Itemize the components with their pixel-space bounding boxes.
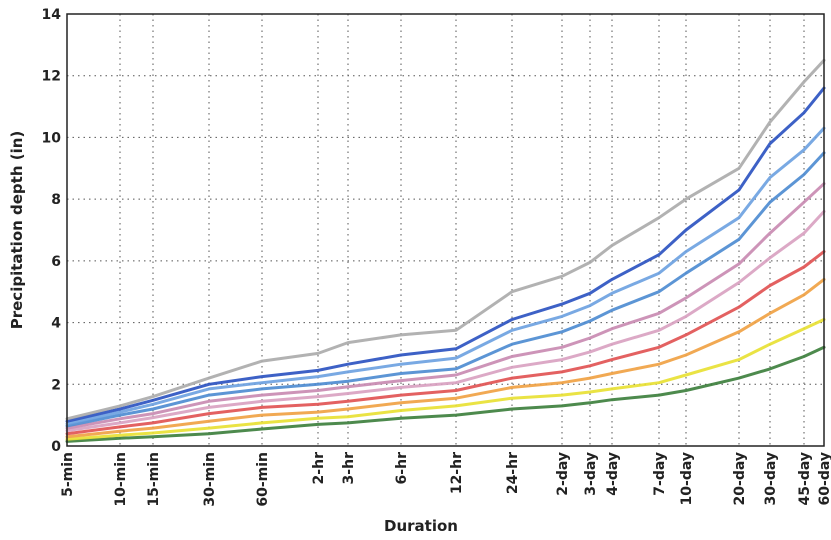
x-tick-label: 3-hr (341, 452, 357, 485)
x-tick-label: 4-day (605, 452, 621, 496)
x-tick-label: 10-min (113, 452, 129, 507)
series-line-6 (65, 182, 826, 430)
x-tick-label: 24-hr (505, 452, 521, 494)
series-line-3 (65, 277, 826, 439)
x-tick-label: 12-hr (449, 452, 465, 494)
x-tick-label: 60-day (817, 452, 831, 505)
x-tick-label: 30-day (763, 452, 779, 505)
x-tick-label: 15-min (146, 452, 162, 507)
series-line-5 (65, 210, 826, 433)
series-line-10 (65, 58, 826, 421)
x-axis-label: Duration (384, 517, 458, 535)
series-line-9 (65, 86, 826, 423)
series-line-4 (65, 250, 826, 436)
x-tick-label: 2-day (555, 452, 571, 496)
x-tick-label: 10-day (679, 452, 695, 505)
x-tick-label: 5-min (60, 452, 76, 497)
y-tick-label: 6 (51, 254, 61, 270)
y-tick-label: 8 (51, 192, 61, 208)
x-tick-label: 60-min (255, 452, 271, 507)
series-line-2 (65, 318, 826, 441)
x-axis-ticks: 5-min 10-min 15-min 30-min 60-min 2-hr 3-hr 6-h… (60, 452, 831, 507)
x-tick-label: 45-day (797, 452, 813, 505)
x-tick-label: 3-day (583, 452, 599, 496)
grid (67, 14, 824, 446)
y-tick-label: 2 (51, 377, 61, 393)
x-tick-label: 2-hr (311, 452, 327, 485)
y-tick-label: 10 (42, 130, 62, 146)
plot-frame (66, 13, 825, 447)
y-tick-label: 0 (51, 439, 61, 455)
x-tick-label: 7-day (652, 452, 668, 496)
y-tick-label: 4 (51, 316, 61, 332)
y-tick-label: 14 (42, 7, 62, 23)
series-layer (65, 58, 826, 443)
y-axis-label: Precipitation depth (in) (8, 131, 26, 330)
x-tick-label: 6-hr (394, 452, 410, 485)
x-tick-label: 30-min (202, 452, 218, 507)
y-axis-ticks: 0 2 4 6 8 10 12 14 (42, 7, 62, 455)
series-line-8 (65, 126, 826, 426)
x-tick-label: 20-day (732, 452, 748, 505)
series-line-1 (65, 345, 826, 443)
y-tick-label: 12 (42, 69, 61, 85)
series-line-7 (65, 151, 826, 428)
